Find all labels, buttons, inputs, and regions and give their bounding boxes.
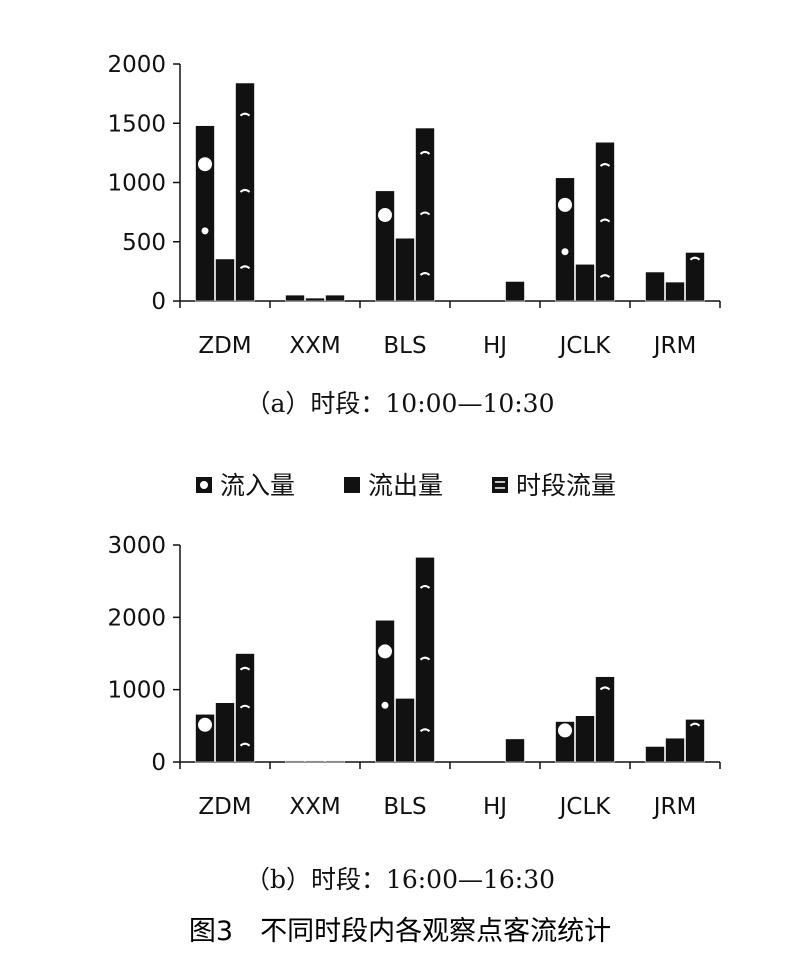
x-category-label-a: HJ: [483, 333, 507, 359]
bar-b-zdm-s2-marker: [239, 704, 251, 709]
caption-b: （b）时段：16:00—16:30: [245, 865, 555, 894]
bar-b-jrm-s2-marker: [689, 722, 701, 727]
bar-b-jclk-s1: [575, 715, 595, 763]
x-category-label-a: ZDM: [198, 333, 251, 359]
bar-b-bls-s1: [395, 698, 415, 763]
chart-a: 0 500 1000 1500 2000 ZDM XXM BLS HJ JCLK JRM: [107, 52, 721, 359]
legend-label-2: 时段流量: [516, 471, 616, 500]
bar-b-jclk-s0-marker: [558, 723, 572, 738]
bar-a-bls-s2: [415, 127, 435, 302]
bar-b-bls-s0-marker: [381, 701, 389, 709]
legend-b: 流入量 流出量 时段流量: [196, 471, 616, 500]
y-tick-label-b: 0: [151, 750, 166, 776]
bar-a-jrm-s2-marker: [689, 256, 701, 261]
bar-a-jclk-s1: [575, 263, 595, 302]
bar-a-jclk-s2-marker: [599, 163, 611, 167]
bar-a-hj-s2: [505, 281, 525, 302]
legend-swatch-1: [344, 477, 360, 493]
bar-a-jclk-s2: [595, 141, 615, 302]
bar-a-jclk-s0: [555, 177, 575, 302]
legend-swatch-mark: [200, 481, 208, 489]
bar-b-xxm-s0: [285, 760, 305, 763]
x-category-label-b: JCLK: [558, 794, 612, 820]
x-category-label-a: JCLK: [558, 333, 612, 359]
bar-a-bls-s2-marker: [419, 211, 431, 216]
bar-b-zdm-s2-marker: [239, 666, 251, 671]
y-tick-label-b: 2000: [107, 605, 166, 631]
y-tick-label-a: 1000: [107, 171, 166, 197]
bar-a-jclk-s0-marker: [558, 197, 572, 212]
bar-b-jrm-s1: [665, 737, 685, 763]
bar-a-zdm-s1: [215, 258, 235, 302]
y-tick-label-a: 0: [151, 289, 166, 315]
bar-b-bls-s0-marker: [378, 644, 392, 659]
bar-b-jrm-s2: [685, 719, 705, 763]
x-category-label-b: ZDM: [198, 794, 251, 820]
x-category-label-b: JRM: [652, 794, 697, 820]
bar-a-zdm-s0-marker: [198, 157, 212, 172]
bar-b-bls-s2: [415, 556, 435, 763]
bar-a-xxm-s2: [325, 294, 345, 302]
x-category-label-a: JRM: [652, 333, 697, 359]
x-category-label-b: HJ: [483, 794, 507, 820]
bar-b-xxm-s1: [305, 760, 325, 763]
bar-b-zdm-s2-marker: [239, 742, 251, 747]
y-tick-label-b: 3000: [107, 533, 166, 559]
y-tick-label-a: 2000: [107, 52, 166, 78]
legend-swatch-2: [492, 477, 508, 493]
bar-a-bls-s1: [395, 237, 415, 302]
x-category-label-a: XXM: [289, 333, 340, 359]
y-tick-label-a: 500: [122, 230, 166, 256]
bar-a-jrm-s0: [645, 271, 665, 302]
bar-a-jclk-s0-marker: [561, 248, 569, 256]
bar-b-zdm-s0-marker: [198, 717, 212, 732]
x-category-label-b: XXM: [289, 794, 340, 820]
bar-a-bls-s2-marker: [419, 272, 431, 276]
caption-a: （a）时段：10:00—10:30: [246, 389, 555, 418]
bar-a-bls-s0-marker: [378, 208, 392, 223]
legend-label-0: 流入量: [220, 471, 295, 500]
bar-a-zdm-s2-marker: [239, 112, 251, 117]
bar-a-zdm-s2-marker: [239, 188, 251, 193]
bar-a-xxm-s1: [305, 297, 325, 302]
bar-b-bls-s2-marker: [419, 656, 431, 661]
bar-a-jclk-s2-marker: [599, 274, 611, 278]
bar-b-zdm-s1: [215, 702, 235, 763]
bar-b-bls-s2-marker: [419, 728, 431, 733]
chart-b: 0 1000 2000 3000 ZDM XXM BLS HJ JCLK JRM: [107, 533, 721, 820]
bar-b-jclk-s2: [595, 676, 615, 763]
bar-b-bls-s2-marker: [419, 585, 431, 589]
bar-a-jrm-s2: [685, 252, 705, 302]
figure-title: 图3 不同时段内各观察点客流统计: [189, 916, 611, 947]
bar-a-zdm-s2-marker: [239, 265, 251, 270]
bar-b-jclk-s2-marker: [599, 686, 611, 691]
legend-label-1: 流出量: [368, 471, 443, 500]
bar-b-zdm-s2: [235, 653, 255, 763]
bar-a-xxm-s0: [285, 294, 305, 302]
x-category-label-a: BLS: [383, 333, 426, 359]
bar-a-jclk-s2-marker: [599, 218, 611, 223]
bar-a-bls-s2-marker: [419, 150, 431, 155]
bar-a-zdm-s2: [235, 82, 255, 302]
bar-a-zdm-s0: [195, 125, 215, 302]
bar-b-xxm-s2: [325, 760, 345, 763]
bar-b-jrm-s0: [645, 746, 665, 763]
y-tick-label-b: 1000: [107, 678, 166, 704]
x-category-label-b: BLS: [383, 794, 426, 820]
bar-b-bls-s0: [375, 619, 395, 763]
bar-b-hj-s2: [505, 738, 525, 763]
y-tick-label-a: 1500: [107, 111, 166, 137]
bar-a-jrm-s1: [665, 281, 685, 302]
bar-a-zdm-s0-marker: [201, 227, 209, 235]
bar-a-bls-s0: [375, 190, 395, 302]
